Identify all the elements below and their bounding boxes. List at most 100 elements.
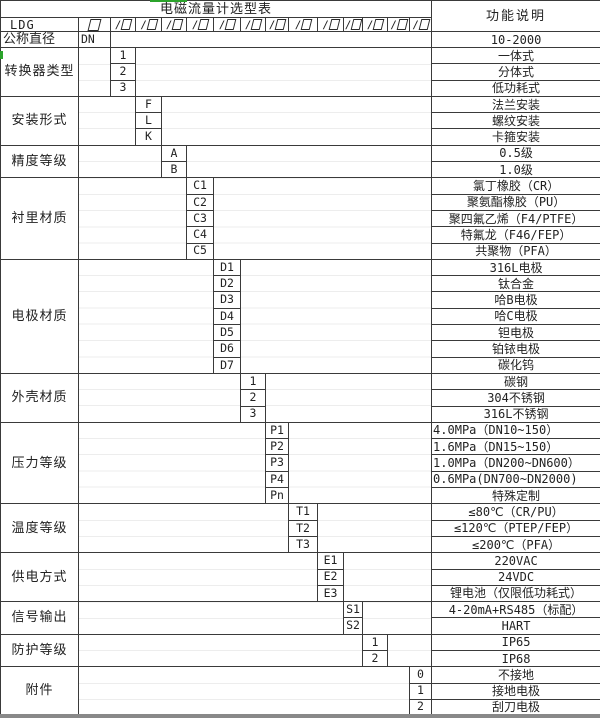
model-slot: / — [288, 17, 318, 32]
slash: / — [218, 18, 226, 32]
option-code: C4 — [186, 226, 214, 244]
option-code: 1 — [408, 682, 433, 700]
option-code: 3 — [240, 405, 266, 423]
code-box-icon — [396, 19, 409, 31]
grid-filler — [317, 503, 432, 553]
option-desc: 特氟龙（F46/FEP） — [431, 226, 600, 244]
option-desc: 316L不锈钢 — [431, 405, 600, 423]
code-box-icon — [197, 19, 210, 31]
option-desc: 氯丁橡胶（CR） — [431, 177, 600, 195]
option-code: L — [135, 112, 162, 130]
option-code: C3 — [186, 209, 214, 228]
model-slot: / — [161, 17, 187, 32]
grid-filler — [78, 258, 214, 374]
option-desc: 4-20mA+RS485（标配） — [431, 601, 600, 619]
option-code: Pn — [265, 487, 289, 505]
option-code: D3 — [213, 291, 241, 309]
slash: / — [165, 18, 173, 32]
option-desc: 碳钢 — [431, 372, 600, 391]
option-desc: 哈C电极 — [431, 307, 600, 326]
option-code: 2 — [362, 649, 388, 668]
option-desc: 220VAC — [431, 552, 600, 570]
grid-filler — [78, 666, 410, 716]
option-code: D7 — [213, 356, 241, 374]
category-label: 安装形式 — [0, 95, 79, 146]
option-code: D5 — [213, 324, 241, 342]
category-label: 精度等级 — [0, 144, 79, 179]
scan-artifact-top — [150, 0, 187, 2]
grid-filler — [78, 144, 162, 178]
code-box-icon — [146, 19, 159, 31]
model-slot: / — [186, 17, 214, 32]
code-box-icon — [224, 19, 237, 31]
option-desc: 特殊定制 — [431, 487, 600, 505]
option-code: 0 — [408, 666, 433, 684]
grid-filler — [78, 95, 136, 146]
category-label: 防护等级 — [0, 633, 79, 668]
category-label: 转换器类型 — [0, 47, 79, 97]
option-desc: ≤80℃（CR/PU） — [431, 503, 600, 521]
option-code: 2 — [408, 698, 433, 717]
slash: / — [366, 18, 374, 32]
option-desc: 钽电极 — [431, 324, 600, 342]
model-slot: / — [343, 17, 363, 32]
grid-filler — [186, 144, 432, 178]
code-box-icon — [372, 19, 385, 31]
option-code: E1 — [317, 552, 344, 570]
grid-filler — [78, 47, 111, 97]
grid-filler — [78, 177, 187, 260]
option-desc: 0.5级 — [431, 144, 600, 163]
code-box-icon — [328, 19, 341, 31]
option-desc: 1.6MPa（DN15~150） — [431, 438, 600, 456]
option-desc: 4.0MPa（DN10~150） — [431, 421, 600, 440]
option-desc: IP68 — [431, 649, 600, 668]
category-label: 温度等级 — [0, 503, 79, 554]
model-slot: / — [408, 17, 433, 32]
model-slot: / — [135, 17, 162, 32]
grid-filler — [240, 258, 432, 374]
slash: / — [344, 18, 352, 32]
option-code: 1 — [240, 372, 266, 391]
option-desc: 一体式 — [431, 46, 600, 65]
code-box-icon — [300, 19, 313, 31]
category-label: 外壳材质 — [0, 372, 79, 423]
code-box-icon — [418, 19, 431, 31]
option-code: K — [135, 128, 162, 146]
grid-filler — [362, 601, 432, 635]
grid-filler — [78, 503, 289, 553]
option-desc: 铂铱电极 — [431, 340, 600, 358]
grid-filler — [213, 177, 432, 260]
option-desc: 接地电极 — [431, 682, 600, 700]
option-code: P4 — [265, 470, 289, 489]
option-desc: 1.0MPa（DN200~DN600） — [431, 454, 600, 472]
option-code: C1 — [186, 177, 214, 195]
option-desc: 哈B电极 — [431, 291, 600, 309]
option-desc: 钛合金 — [431, 275, 600, 293]
model-slot: / — [317, 17, 344, 32]
option-desc: 316L电极 — [431, 258, 600, 277]
option-desc: 低功耗式 — [431, 79, 600, 97]
desc-column-header: 功能说明 — [431, 0, 600, 32]
option-code: DN — [78, 31, 111, 48]
model-slot: / — [265, 17, 289, 32]
option-code: S1 — [343, 601, 363, 619]
option-code: 1 — [110, 46, 136, 65]
grid-filler — [387, 633, 432, 667]
option-code: C2 — [186, 193, 214, 211]
option-desc: 聚氨酯橡胶（PU） — [431, 193, 600, 211]
option-code: 2 — [240, 389, 266, 407]
category-label: 电极材质 — [0, 258, 79, 374]
slash: / — [294, 18, 302, 32]
option-code: B — [161, 161, 187, 179]
option-desc: 10-2000 — [431, 31, 600, 48]
code-box-icon — [87, 18, 102, 31]
scan-artifact-left — [0, 51, 3, 59]
option-code: 2 — [110, 63, 136, 81]
option-desc: 法兰安装 — [431, 95, 600, 114]
option-code: T2 — [288, 519, 318, 537]
option-desc: 分体式 — [431, 63, 600, 81]
option-desc: ≤120℃（PTEP/FEP） — [431, 519, 600, 537]
option-desc: 聚四氟乙烯（F4/PTFE） — [431, 209, 600, 228]
option-desc: 0.6MPa(DN700~DN2000) — [431, 470, 600, 489]
option-code: E2 — [317, 568, 344, 586]
